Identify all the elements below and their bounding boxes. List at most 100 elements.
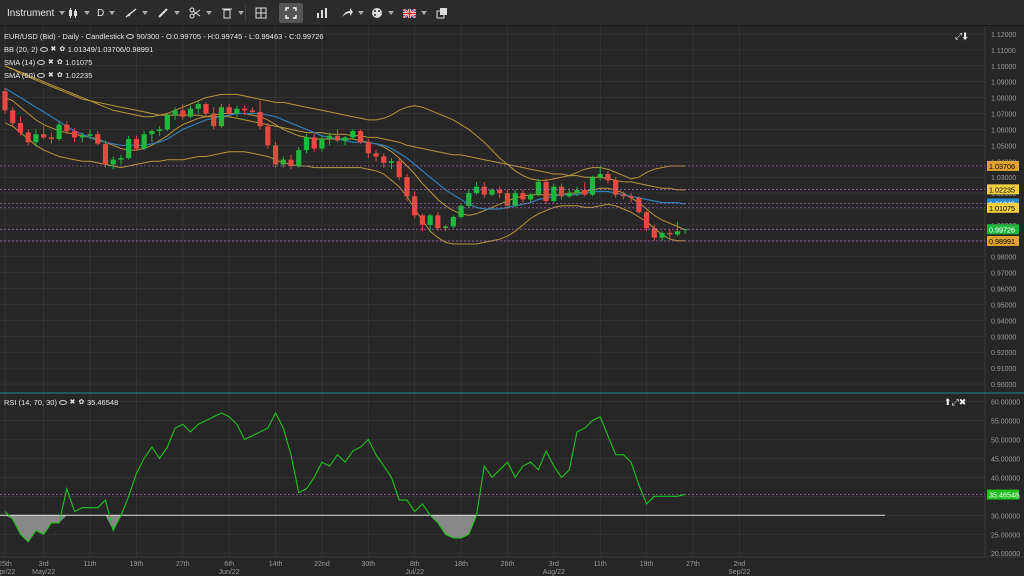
sma50-line (4, 65, 686, 191)
candle-body (296, 150, 302, 167)
price-axis[interactable]: 1.12000 1.11000 1.10000 1.09000 1.08000 1.070… (991, 32, 1016, 389)
popout-window-icon (436, 8, 447, 19)
bb-values: 1.01349/1.03706/0.98991 (67, 45, 154, 54)
candle-body (674, 231, 681, 235)
candle-body (566, 193, 572, 197)
price-tag-bg (987, 160, 1019, 171)
candle-body (419, 215, 426, 225)
timeframe-selector[interactable]: D (94, 3, 118, 23)
popout-button[interactable] (433, 3, 451, 23)
candle-body (218, 107, 225, 127)
close-icon[interactable]: ✖ (958, 397, 967, 407)
candle-body (466, 193, 472, 206)
instrument-selector[interactable]: Instrument (4, 3, 68, 23)
time-tick-label: 6th (224, 561, 234, 568)
bb-lower-line (4, 122, 686, 245)
eye-icon[interactable] (39, 47, 48, 52)
maximize-icon[interactable]: ⤢ (951, 397, 959, 407)
candle-body (528, 194, 534, 200)
candle-body (280, 159, 286, 165)
rsi-plot (0, 411, 985, 543)
tools-menu[interactable] (186, 3, 215, 23)
candle-body (535, 181, 541, 195)
candle-body (481, 186, 487, 195)
price-tick-label: 0.91000 (991, 366, 1016, 373)
chart-background (0, 26, 1024, 576)
candle-body (667, 232, 673, 235)
sma14-name: SMA (14) (4, 58, 36, 67)
candle-body (512, 193, 518, 206)
gear-icon[interactable]: ✿ (56, 72, 63, 79)
delete-drawings[interactable] (218, 3, 247, 23)
arrow-down-icon[interactable]: ⬇ (962, 31, 968, 41)
price-tag-label: 0.99726 (989, 225, 1015, 234)
candle-body (180, 110, 186, 117)
price-tick-label: 0.95000 (991, 302, 1016, 309)
candle-body (303, 137, 310, 151)
time-month-label: May/22 (32, 569, 55, 576)
maximize-icon[interactable]: ⤢ (955, 31, 963, 41)
close-icon[interactable]: ✖ (50, 46, 57, 53)
time-tick-label: 27th (176, 561, 190, 568)
share-arrow-icon (342, 8, 353, 17)
time-month-label: Aug/22 (543, 569, 565, 576)
bb-name: BB (20, 2) (4, 45, 38, 54)
candle-body (249, 110, 255, 112)
price-tick-label: 1.02000 (991, 191, 1016, 198)
toolbar: Instrument D (0, 0, 1024, 26)
chart-type-selector[interactable] (64, 3, 93, 23)
fullscreen-button[interactable] (279, 3, 303, 23)
candle-body (110, 159, 116, 165)
eye-icon[interactable] (37, 60, 46, 65)
gear-icon[interactable]: ✿ (59, 46, 66, 53)
candle-body (342, 137, 348, 141)
rsi-tick-label: 45.00000 (991, 456, 1020, 463)
drawing-line-tool[interactable] (122, 3, 151, 23)
theme-button[interactable] (368, 3, 397, 23)
bollinger-bands (4, 65, 686, 245)
fullscreen-icon (285, 7, 297, 19)
chevron-down-icon (59, 11, 66, 15)
rsi-axis[interactable]: 60.00000 55.00000 50.00000 45.00000 40.00000… (991, 400, 1020, 559)
eye-icon[interactable] (58, 400, 67, 405)
candle-body (427, 215, 433, 225)
bar-count: 90/300 (136, 32, 160, 41)
chevron-down-icon (358, 11, 364, 15)
chevron-down-icon (421, 11, 427, 15)
rsi-line (4, 411, 686, 543)
close-icon[interactable]: ✖ (47, 59, 54, 66)
bb-upper-line (4, 65, 686, 181)
candle-body (628, 196, 634, 198)
candle-body (582, 189, 588, 195)
rsi-tag-bg (987, 489, 1019, 500)
candle-body (365, 142, 371, 154)
arrow-up-icon[interactable]: ⬆ (944, 397, 952, 407)
gear-icon[interactable]: ✿ (78, 399, 85, 406)
close-icon[interactable]: ✖ (47, 72, 54, 79)
candle-body (211, 113, 217, 127)
main-grid (0, 26, 1024, 558)
eye-icon[interactable] (126, 34, 135, 39)
pencil-icon (158, 8, 168, 18)
price-tick-label: 1.08000 (991, 96, 1016, 103)
pencil-tool[interactable] (154, 3, 183, 23)
language-selector[interactable] (400, 3, 430, 23)
candle-body (597, 173, 603, 178)
indicators-button[interactable] (313, 3, 331, 23)
time-axis[interactable]: 25thApr/223rdMay/2211th19th27th6thJun/22… (0, 561, 751, 576)
candle-body (126, 138, 132, 159)
price-tick-label: 0.94000 (991, 318, 1016, 325)
sma14-value: 1.01075 (65, 58, 93, 67)
candle-body (613, 180, 619, 195)
eye-icon[interactable] (37, 73, 46, 78)
candle-body (381, 156, 387, 163)
gear-icon[interactable]: ✿ (56, 59, 63, 66)
candle-body (388, 161, 395, 163)
candle-body (172, 110, 178, 116)
candle-body (2, 91, 8, 111)
chart-area[interactable]: 1.12000 1.11000 1.10000 1.09000 1.08000 1.070… (0, 26, 1024, 576)
close-icon[interactable]: ✖ (69, 399, 76, 406)
price-tick-label: 0.92000 (991, 350, 1016, 357)
layout-button[interactable] (252, 3, 270, 23)
share-button[interactable] (338, 3, 367, 23)
